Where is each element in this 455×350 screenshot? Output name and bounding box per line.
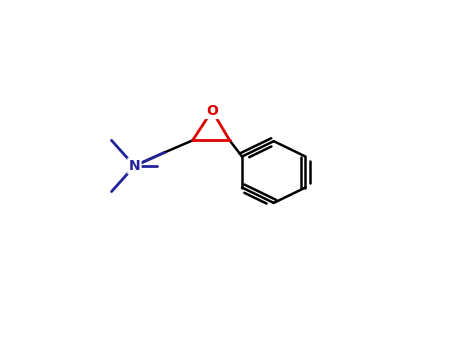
Text: N: N [129,159,140,173]
Text: O: O [206,104,218,118]
